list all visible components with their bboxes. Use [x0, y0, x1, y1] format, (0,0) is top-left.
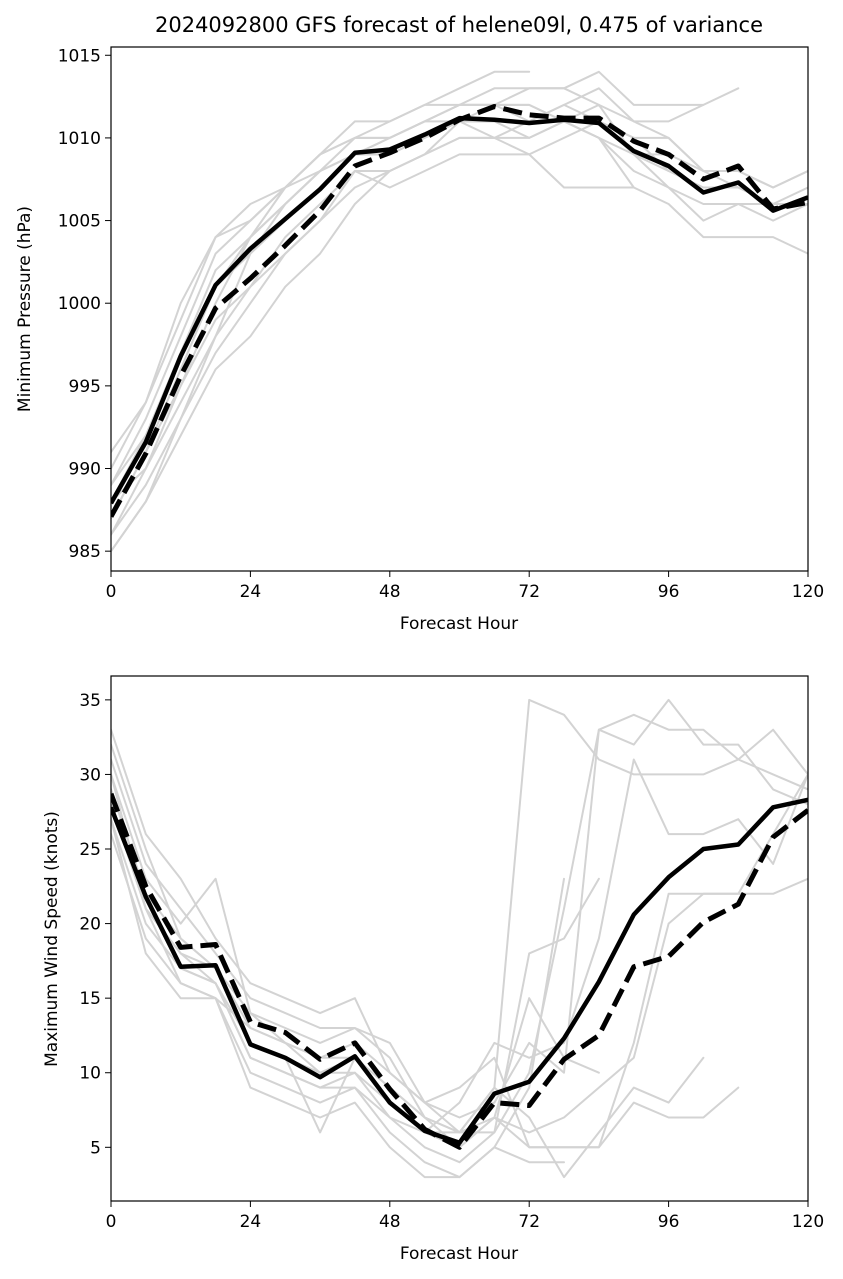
pressure-x-tick-label-0: 0	[106, 582, 117, 602]
pressure-x-tick-label-24: 24	[240, 582, 262, 602]
wind-x-tick-label-24: 24	[240, 1212, 262, 1232]
wind-y-tick-label-10: 10	[79, 1064, 101, 1084]
wind-solid-line	[111, 797, 808, 1146]
wind-axes-frame	[110, 675, 809, 1202]
wind-dashed-line	[111, 792, 808, 1150]
pressure-x-tick-label-120: 120	[792, 582, 824, 602]
pressure-member-line-10	[111, 153, 635, 503]
wind-x-tick-label-120: 120	[792, 1212, 824, 1232]
pressure-x-tick-label-48: 48	[379, 582, 401, 602]
wind-y-tick-label-5: 5	[90, 1138, 101, 1158]
wind-plot-area: 0 24 48 72 96 120 5 10 15 20 25 30 35	[79, 675, 824, 1232]
wind-member-line-6	[111, 818, 600, 1164]
wind-member-line-10	[111, 788, 705, 1179]
pressure-y-tick-label-1005: 1005	[58, 212, 101, 232]
pressure-member-line-7	[111, 103, 808, 453]
wind-member-line-4	[111, 698, 808, 1134]
wind-x-tick-label-0: 0	[106, 1212, 117, 1232]
pressure-y-tick-label-1015: 1015	[58, 46, 101, 66]
pressure-y-tick-label-995: 995	[69, 377, 101, 397]
pressure-x-tick-label-72: 72	[518, 582, 540, 602]
pressure-plot-area: 0 24 48 72 96 120 985 990 995 1000 1005 1010 1015	[58, 46, 824, 602]
wind-member-line-1	[111, 698, 808, 1134]
wind-x-axis-label: Forecast Hour	[400, 1244, 518, 1264]
wind-x-tick-label-96: 96	[658, 1212, 680, 1232]
wind-y-axis-label: Maximum Wind Speed (knots)	[42, 811, 62, 1067]
wind-member-line-9	[111, 818, 565, 1179]
wind-member-line-11	[111, 773, 808, 1149]
wind-x-tick-label-48: 48	[379, 1212, 401, 1232]
pressure-y-tick-label-1010: 1010	[58, 129, 101, 149]
chart-title: 2024092800 GFS forecast of helene09l, 0.…	[155, 13, 763, 37]
pressure-y-tick-label-990: 990	[69, 460, 101, 480]
wind-y-tick-label-30: 30	[79, 765, 101, 785]
pressure-x-axis-label: Forecast Hour	[400, 614, 518, 634]
wind-y-tick-label-15: 15	[79, 989, 101, 1009]
pressure-chart: 2024092800 GFS forecast of helene09l, 0.…	[15, 13, 824, 634]
pressure-dashed-line	[111, 104, 808, 518]
pressure-member-line-4	[111, 87, 740, 503]
pressure-axes-frame	[110, 46, 809, 572]
wind-x-tick-label-72: 72	[518, 1212, 540, 1232]
pressure-member-line-2	[111, 70, 531, 536]
wind-y-tick-label-25: 25	[79, 840, 101, 860]
pressure-x-tick-label-96: 96	[658, 582, 680, 602]
pressure-series-group	[111, 70, 808, 553]
wind-y-tick-label-35: 35	[79, 691, 101, 711]
wind-y-tick-label-20: 20	[79, 915, 101, 935]
pressure-member-line-6	[111, 103, 808, 470]
pressure-y-tick-label-1000: 1000	[58, 294, 101, 314]
pressure-y-tick-label-985: 985	[69, 542, 101, 562]
wind-series-group	[111, 698, 808, 1179]
wind-member-line-12	[111, 743, 808, 1149]
wind-member-line-2	[111, 758, 740, 1149]
pressure-y-axis-label: Minimum Pressure (hPa)	[15, 206, 35, 412]
pressure-member-line-5	[111, 70, 705, 486]
